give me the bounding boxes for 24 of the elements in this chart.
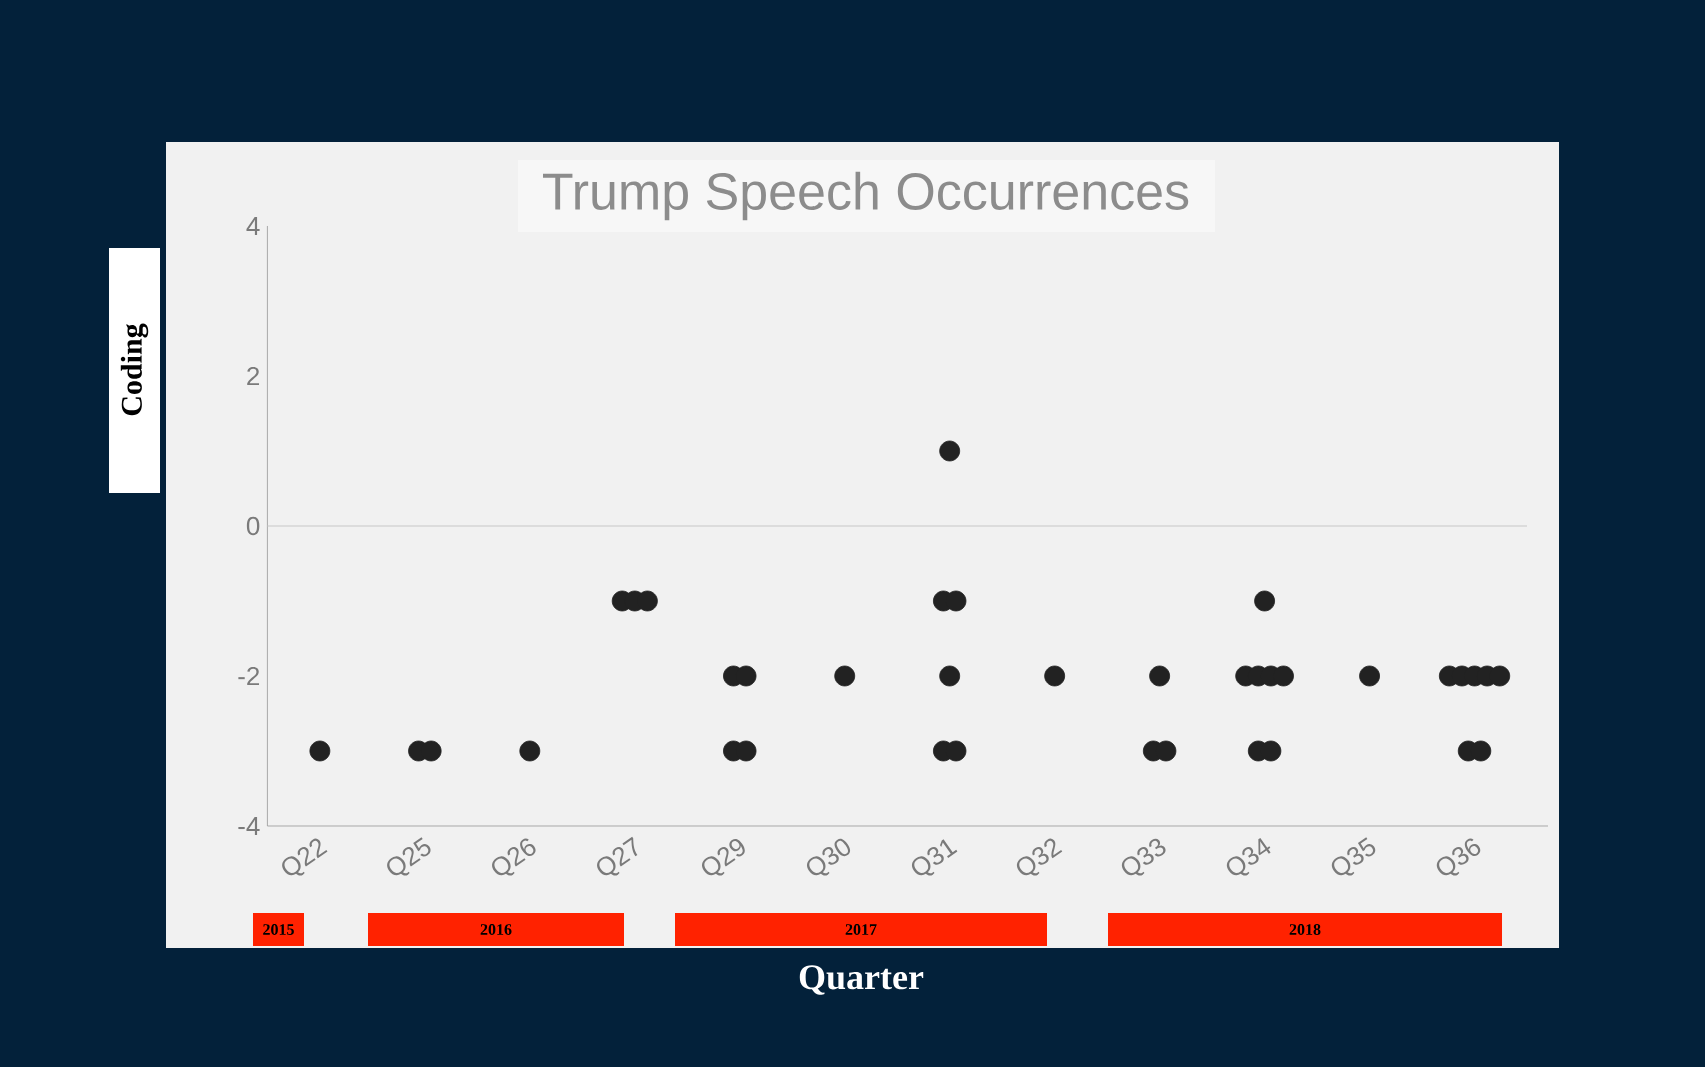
x-tick-label: Q33: [1121, 838, 1166, 876]
text: 2018: [1289, 924, 1321, 935]
x-tick-label: Q36: [1436, 838, 1481, 876]
y-tick-label: 4: [246, 217, 260, 235]
x-tick-label: Q27: [597, 836, 638, 876]
y-axis-title: Coding: [120, 323, 149, 416]
text: 2016: [480, 924, 512, 935]
x-tick-label: Q30: [806, 838, 851, 876]
text: 2015: [263, 924, 294, 935]
x-tick-label: Q32: [1016, 838, 1063, 876]
y-tick-label: -2: [238, 666, 260, 686]
text: 2017: [845, 924, 877, 935]
x-tick-label: Q35: [1331, 837, 1376, 876]
chart-title: Trump Speech Occurrences: [543, 171, 1189, 221]
x-axis-title: Quarter: [799, 965, 924, 995]
x-tick-label: Q25: [387, 837, 431, 876]
x-tick-label: Q34: [1226, 837, 1271, 876]
x-tick-label: Q22: [282, 838, 328, 876]
x-tick-label: Q29: [701, 838, 745, 876]
x-tick-label: Q31: [911, 839, 958, 876]
y-tick-label: 2: [247, 366, 260, 386]
y-tick-label: -4: [238, 817, 260, 835]
y-tick-label: 0: [246, 516, 260, 536]
x-tick-label: Q26: [492, 838, 536, 876]
